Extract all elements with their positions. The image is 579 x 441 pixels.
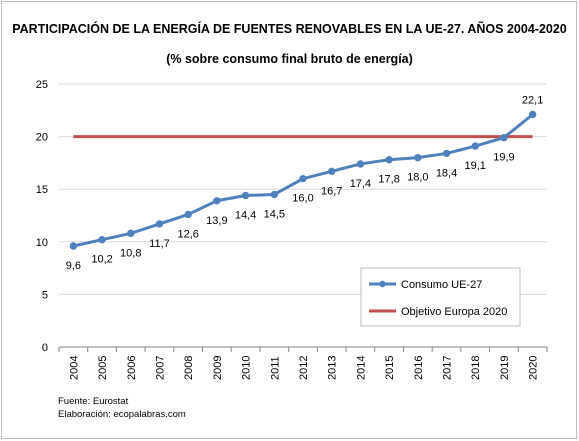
chart-title: PARTICIPACIÓN DE LA ENERGÍA DE FUENTES R… <box>12 22 567 36</box>
data-label: 17,8 <box>378 174 399 186</box>
chart-subtitle: (% sobre consumo final bruto de energía) <box>166 52 413 66</box>
legend-label: Objetivo Europa 2020 <box>401 306 507 318</box>
data-label: 14,5 <box>264 208 285 220</box>
data-label: 16,0 <box>292 193 313 205</box>
data-label: 12,6 <box>177 228 198 240</box>
x-tick-label: 2013 <box>327 356 339 380</box>
data-point <box>299 174 307 183</box>
x-tick-label: 2009 <box>212 356 224 380</box>
data-label: 16,7 <box>321 185 342 197</box>
x-tick-label: 2010 <box>241 356 253 380</box>
y-tick-label: 20 <box>36 132 48 144</box>
y-tick-label: 25 <box>36 79 48 91</box>
x-tick-label: 2015 <box>384 356 396 380</box>
source-note: Fuente: Eurostat <box>58 396 129 407</box>
data-label: 11,7 <box>149 238 170 250</box>
data-label: 14,4 <box>235 210 256 222</box>
data-label: 10,8 <box>120 247 141 259</box>
y-tick-label: 10 <box>36 237 48 249</box>
data-point <box>155 220 164 228</box>
data-label: 18,0 <box>407 172 428 184</box>
data-point <box>98 235 106 244</box>
legend-box <box>360 267 521 327</box>
data-point <box>414 153 422 162</box>
x-tick-label: 2004 <box>68 356 80 380</box>
data-label: 9,6 <box>66 260 81 272</box>
legend-marker <box>379 280 386 288</box>
data-point <box>442 149 451 158</box>
x-tick-label: 2018 <box>470 356 482 380</box>
x-tick-label: 2006 <box>126 356 138 380</box>
x-tick-label: 2007 <box>154 356 166 380</box>
data-label: 19,1 <box>465 160 486 172</box>
x-tick-label: 2014 <box>355 356 367 380</box>
data-point <box>241 191 250 200</box>
data-point <box>328 167 336 176</box>
data-point <box>270 190 278 199</box>
data-label: 18,4 <box>436 167 457 179</box>
data-point <box>500 133 508 142</box>
data-point <box>471 142 479 150</box>
x-tick-label: 2017 <box>442 356 454 380</box>
x-tick-label: 2019 <box>499 356 511 380</box>
y-tick-label: 0 <box>42 342 48 354</box>
x-tick-label: 2016 <box>413 356 425 380</box>
data-label: 13,9 <box>206 215 227 227</box>
data-point <box>213 197 221 205</box>
x-tick-label: 2008 <box>183 356 195 380</box>
data-label: 22,1 <box>522 95 543 107</box>
elaboration-note: Elaboración: ecopalabras.com <box>58 409 186 420</box>
data-point <box>127 229 135 238</box>
x-tick-label: 2020 <box>528 356 540 380</box>
data-label: 19,9 <box>493 152 514 164</box>
legend-label: Consumo UE-27 <box>401 279 482 291</box>
data-point <box>528 110 537 119</box>
data-point <box>69 242 78 250</box>
data-label: 17,4 <box>350 178 371 190</box>
data-label: 10,2 <box>91 254 112 266</box>
data-point <box>385 156 393 164</box>
chart-footer: Fuente: Eurostat Elaboración: ecopalabra… <box>58 395 186 421</box>
y-tick-label: 15 <box>36 184 48 196</box>
data-point <box>356 160 365 168</box>
x-tick-label: 2012 <box>298 356 310 380</box>
x-tick-label: 2005 <box>97 356 109 380</box>
x-tick-label: 2011 <box>269 356 281 380</box>
y-tick-label: 5 <box>42 289 48 301</box>
data-point <box>184 210 192 219</box>
